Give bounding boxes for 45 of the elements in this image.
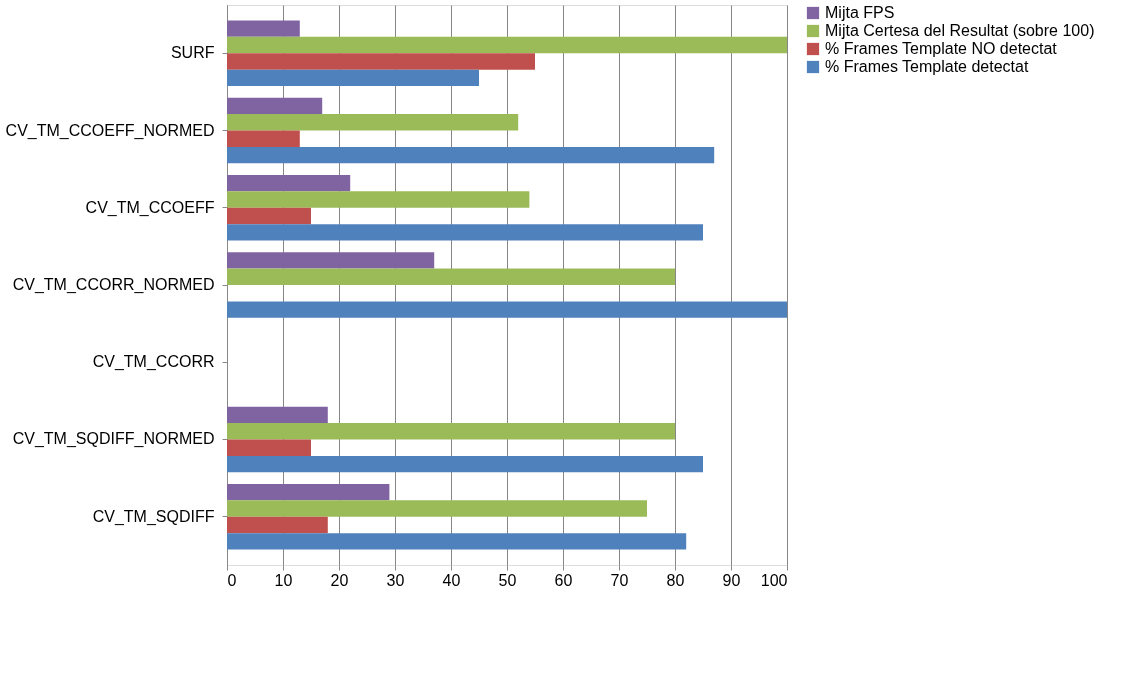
bar [227, 97, 323, 115]
bar [227, 69, 479, 87]
bar [227, 224, 703, 241]
y-tick-label: CV_TM_CCORR [92, 353, 215, 372]
legend-label: Mijta FPS [825, 4, 895, 21]
bar [227, 191, 530, 208]
bar [227, 406, 328, 424]
legend-label: Mijta Certesa del Resultat (sobre 100) [825, 22, 1095, 39]
bar [227, 130, 300, 147]
legend-label: % Frames Template NO detectat [825, 40, 1058, 57]
y-tick-label: CV_TM_CCORR_NORMED [12, 276, 215, 294]
x-tick-label: 50 [498, 571, 517, 589]
y-tick-label: CV_TM_SQDIFF_NORMED [12, 430, 215, 449]
y-tick-label: SURF [170, 44, 215, 62]
bar [227, 53, 535, 70]
bar [227, 36, 787, 54]
bar [227, 20, 300, 37]
y-tick-label: CV_TM_CCOEFF [85, 198, 215, 217]
x-tick-label: 10 [274, 571, 293, 589]
bar [227, 114, 519, 131]
x-tick-label: 40 [442, 571, 461, 589]
y-tick-label: CV_TM_SQDIFF [92, 507, 215, 526]
x-tick-label: 60 [554, 571, 573, 589]
bar [227, 455, 703, 473]
bar [227, 174, 351, 192]
x-tick-label: 20 [330, 571, 349, 589]
x-tick-label: 70 [610, 571, 629, 589]
bar [227, 252, 435, 269]
x-tick-label: 0 [227, 571, 237, 589]
bar [227, 268, 675, 285]
bar [227, 423, 675, 440]
x-tick-label: 100 [760, 571, 788, 589]
bar [227, 301, 787, 318]
bar [227, 516, 328, 534]
bar [227, 533, 687, 550]
bar [227, 483, 390, 501]
bar [227, 146, 715, 164]
y-tick-label: CV_TM_CCOEFF_NORMED [5, 121, 215, 140]
x-tick-label: 90 [722, 571, 741, 589]
bar [227, 500, 647, 517]
x-tick-label: 80 [666, 571, 685, 589]
bar [227, 207, 311, 225]
x-tick-label: 30 [386, 571, 405, 589]
bar [227, 439, 311, 456]
legend-label: % Frames Template detectat [825, 58, 1029, 75]
